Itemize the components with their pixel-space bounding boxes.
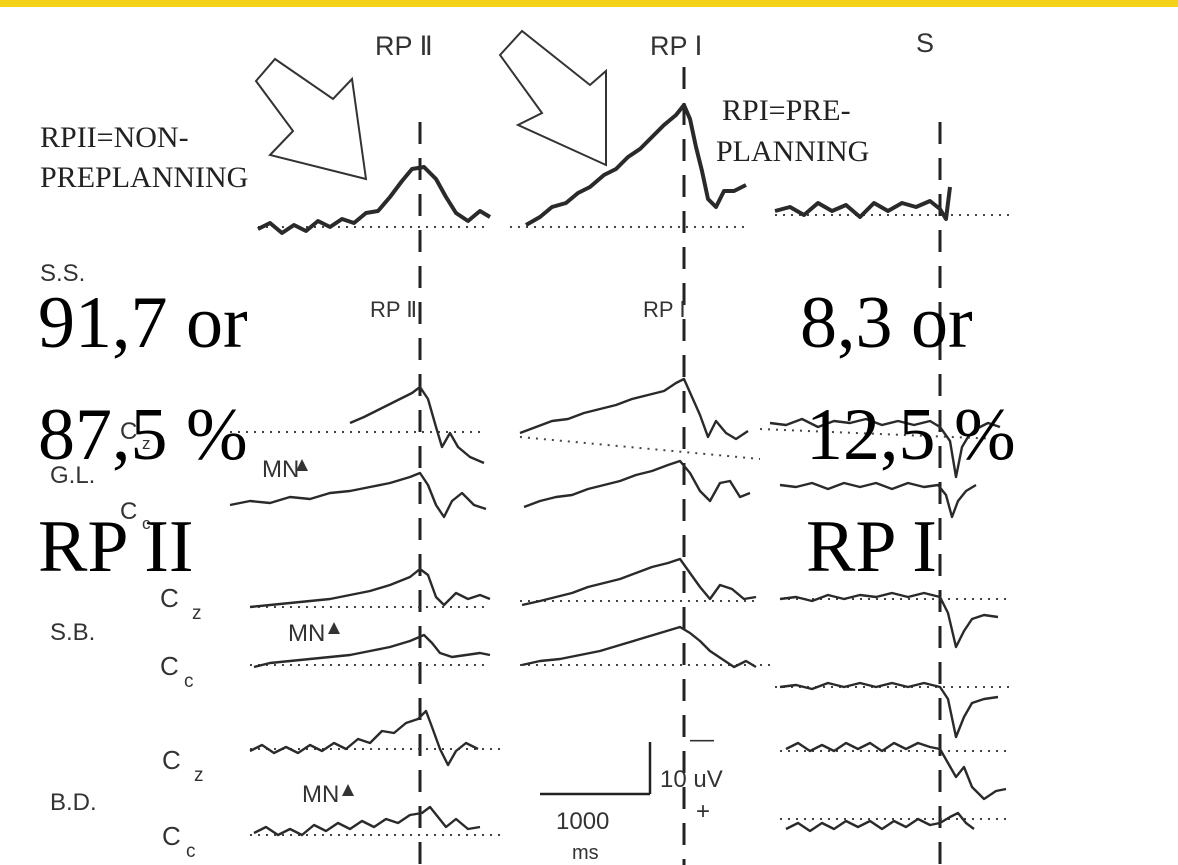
svg-text:c: c bbox=[184, 671, 194, 692]
eeg-trace-gl-cc bbox=[779, 481, 977, 519]
svg-text:C: C bbox=[120, 498, 137, 525]
eeg-trace-gl-cz bbox=[769, 417, 1001, 479]
svg-text:MN: MN bbox=[262, 456, 299, 483]
eeg-trace-gl-cc bbox=[229, 471, 487, 519]
svg-text:z: z bbox=[194, 765, 204, 786]
eeg-trace-bd-cz bbox=[249, 709, 479, 767]
rp2-annotation-line2: PREPLANNING bbox=[40, 161, 248, 194]
eeg-trace-bd-cc bbox=[785, 811, 975, 833]
baseline bbox=[759, 428, 1001, 440]
eeg-trace-sb-cz bbox=[521, 557, 757, 607]
eeg-trace-bd-cz bbox=[785, 741, 1007, 801]
channel-label-sb-cc: C c bbox=[160, 651, 194, 692]
eeg-trace-bd-cc bbox=[253, 805, 481, 837]
scale-minus-label: — bbox=[690, 726, 714, 753]
eeg-trace-sb-cz bbox=[249, 567, 491, 609]
eeg-trace-gl-cz bbox=[519, 377, 749, 441]
subject-label-ss: S.S. bbox=[40, 260, 85, 287]
eeg-trace-sb-cc bbox=[779, 681, 999, 739]
scale-bar: 10 uV — + 1000 ms bbox=[540, 726, 723, 864]
svg-text:z: z bbox=[142, 434, 151, 453]
grand-average-trace bbox=[774, 186, 952, 221]
svg-text:c: c bbox=[186, 841, 196, 862]
scale-time-unit-label: ms bbox=[572, 842, 599, 864]
grand-average-trace bbox=[257, 165, 492, 235]
svg-text:MN: MN bbox=[302, 781, 339, 808]
rp1-annotation-line2: PLANNING bbox=[716, 135, 869, 168]
mn-label-sb: MN bbox=[288, 620, 340, 647]
scale-voltage-label: 10 uV bbox=[660, 766, 723, 793]
rp1-mid-label: RP Ⅰ bbox=[643, 297, 686, 322]
rp1-annotation-line1: RPI=PRE- bbox=[722, 94, 851, 127]
rp2-header-label: RP Ⅱ bbox=[375, 31, 433, 61]
svg-text:C: C bbox=[160, 583, 179, 613]
overlay-right-line1: 8,3 or bbox=[800, 282, 973, 364]
rp1-header-label: RP Ⅰ bbox=[650, 31, 702, 61]
channel-label-bd-cz: C z bbox=[162, 745, 204, 786]
mn-label-gl: MN bbox=[262, 456, 308, 483]
subject-label-gl: G.L. bbox=[50, 462, 95, 489]
eeg-trace-gl-cc bbox=[523, 459, 751, 509]
baseline bbox=[519, 436, 761, 460]
svg-text:C: C bbox=[160, 651, 179, 681]
rp2-annotation-line1: RPII=NON- bbox=[40, 121, 189, 154]
eeg-trace-gl-cz bbox=[349, 385, 485, 465]
channel-label-gl-cz: C z bbox=[120, 418, 151, 453]
overlay-right-line3: RP I bbox=[806, 506, 937, 588]
subject-label-bd: B.D. bbox=[50, 789, 97, 816]
grand-average-trace bbox=[525, 103, 747, 227]
eeg-trace-sb-cz bbox=[779, 591, 999, 649]
svg-text:C: C bbox=[162, 745, 181, 775]
rp2-pointer-arrow bbox=[254, 57, 368, 181]
eeg-trace-sb-cc bbox=[253, 633, 491, 669]
svg-text:C: C bbox=[162, 821, 181, 851]
svg-text:z: z bbox=[192, 603, 202, 624]
eeg-figure: RP Ⅱ RP Ⅰ S RPII=NON- PREPLANNING RPI=PR… bbox=[38, 28, 1016, 865]
svg-text:C: C bbox=[120, 418, 137, 445]
scale-time-label: 1000 bbox=[556, 808, 609, 835]
overlay-left-line1: 91,7 or bbox=[38, 282, 248, 364]
svg-text:c: c bbox=[142, 514, 151, 533]
channel-label-gl-cc: C c bbox=[120, 498, 151, 533]
top-accent-bar bbox=[0, 0, 1178, 7]
rp2-mid-label: RP Ⅱ bbox=[370, 297, 417, 322]
eeg-trace-sb-cc bbox=[521, 625, 757, 669]
channel-label-bd-cc: C c bbox=[162, 821, 196, 862]
overlay-right-line2: 12,5 % bbox=[806, 394, 1016, 476]
subject-label-sb: S.B. bbox=[50, 619, 95, 646]
scale-plus-label: + bbox=[696, 798, 710, 825]
svg-text:MN: MN bbox=[288, 620, 325, 647]
mn-label-bd: MN bbox=[302, 781, 354, 808]
channel-label-sb-cz: C z bbox=[160, 583, 202, 624]
overlay-left-line3: RP II bbox=[38, 506, 194, 588]
overlay-left-line2: 87,5 % bbox=[38, 394, 248, 476]
s-header-label: S bbox=[916, 28, 934, 58]
rp1-pointer-arrow bbox=[498, 29, 607, 167]
